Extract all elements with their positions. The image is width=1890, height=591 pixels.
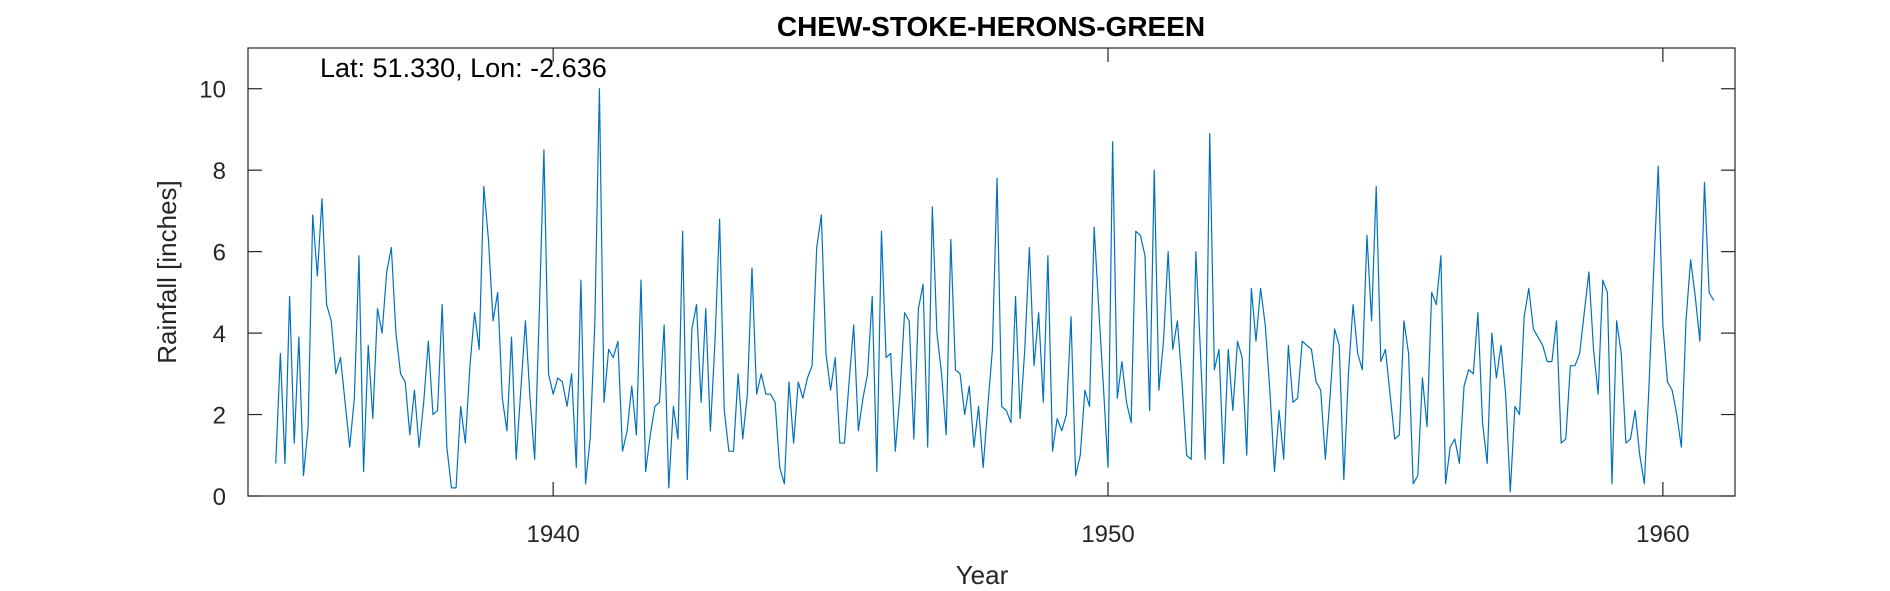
y-tick-label: 2 xyxy=(213,403,226,430)
y-tick-labels: 0 2 4 6 8 10 xyxy=(199,77,226,511)
plot-background xyxy=(248,48,1735,496)
series-group xyxy=(275,88,1715,493)
plot-frame xyxy=(247,47,1736,497)
chart-title: CHEW-STOKE-HERONS-GREEN xyxy=(777,11,1205,42)
x-tick-labels: 1940 1950 1960 xyxy=(526,521,1689,548)
tick-marks xyxy=(248,48,1735,497)
x-axis-label: Year xyxy=(956,560,1009,590)
x-tick-label: 1950 xyxy=(1081,521,1134,548)
y-axis-label: Rainfall [inches] xyxy=(152,180,182,364)
station-annotation: Lat: 51.330, Lon: -2.636 xyxy=(320,53,607,83)
rainfall-series-line xyxy=(275,88,1715,493)
y-tick-label: 4 xyxy=(213,321,226,348)
y-tick-label: 10 xyxy=(199,77,226,104)
x-tick-label: 1960 xyxy=(1636,521,1689,548)
x-tick-label: 1940 xyxy=(526,521,579,548)
y-tick-label: 8 xyxy=(213,158,226,185)
y-tick-label: 6 xyxy=(213,240,226,267)
y-tick-label: 0 xyxy=(213,484,226,511)
